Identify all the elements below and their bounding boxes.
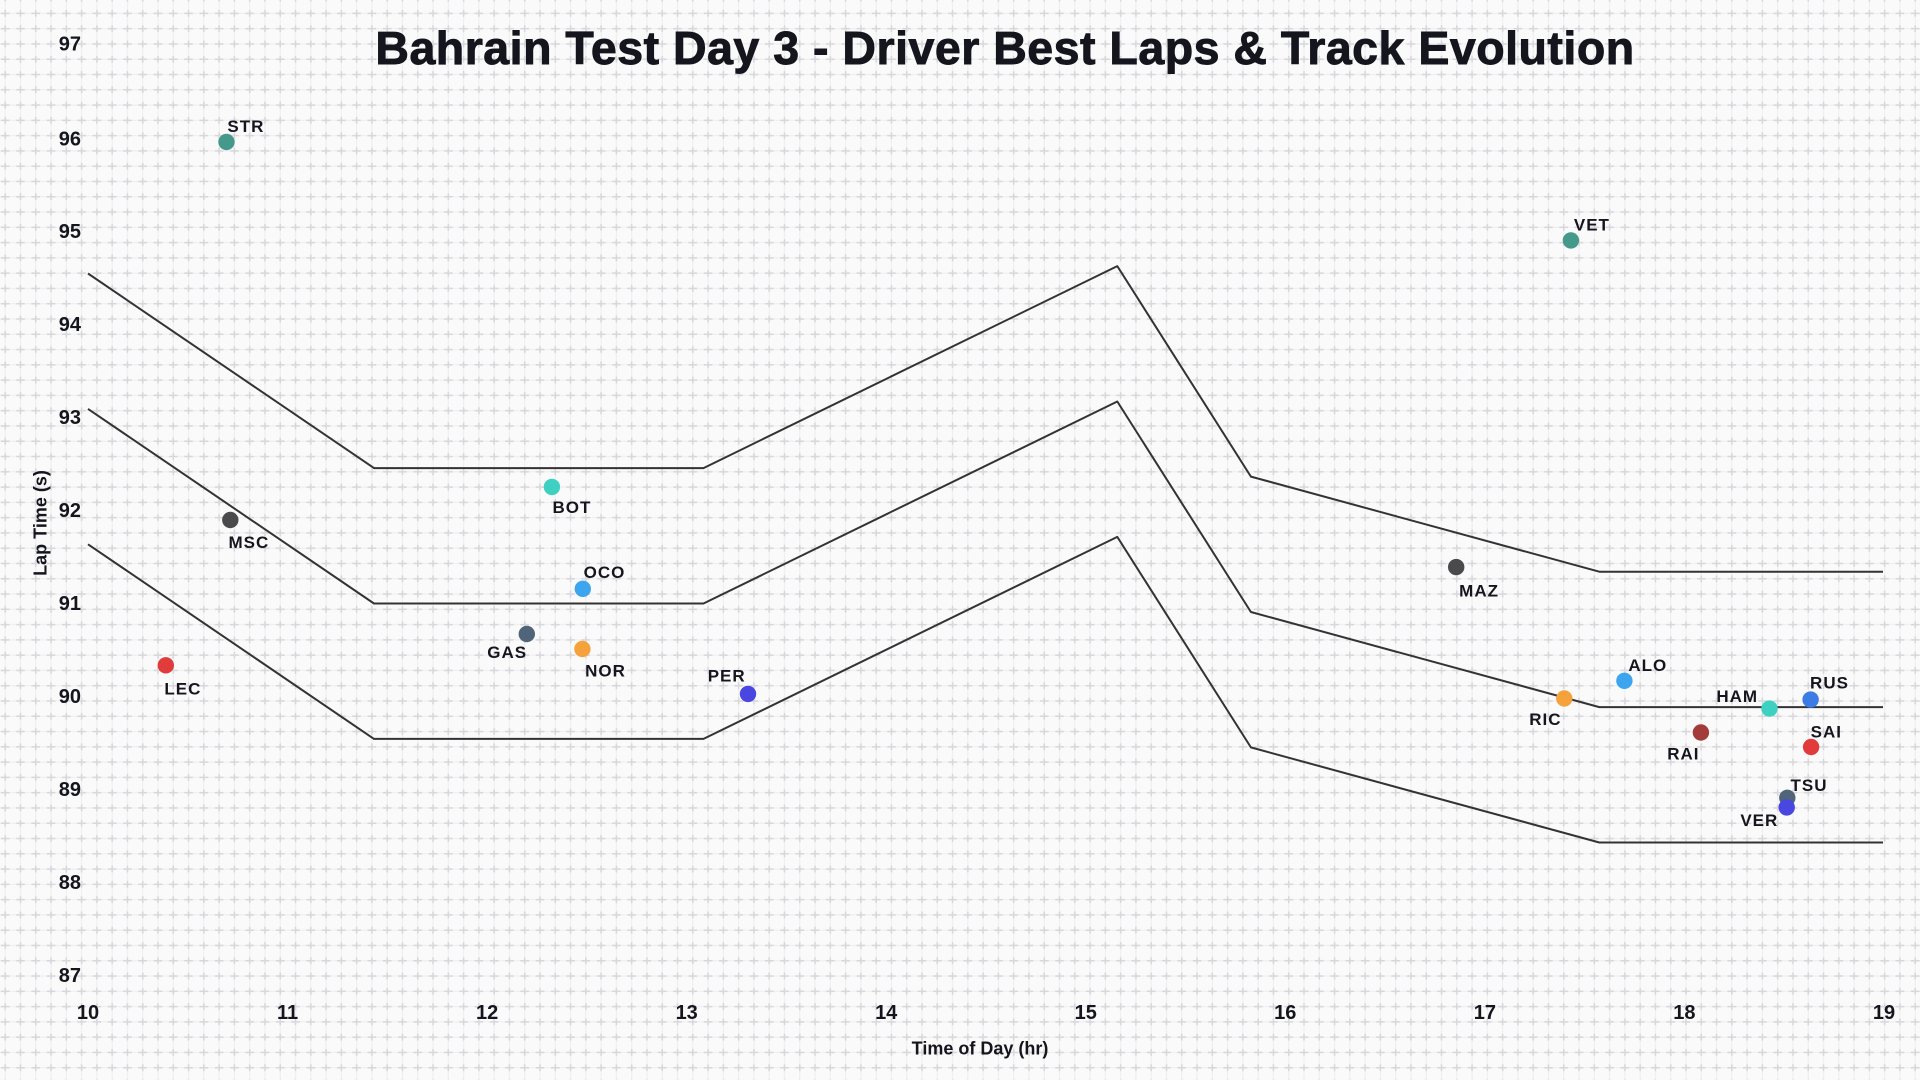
svg-text:11: 11 [277, 1002, 298, 1024]
svg-text:16: 16 [1274, 1002, 1296, 1024]
svg-text:91: 91 [59, 593, 81, 615]
svg-text:Bahrain Test Day 3 - Driver Be: Bahrain Test Day 3 - Driver Best Laps & … [375, 22, 1634, 74]
svg-text:LEC: LEC [164, 679, 201, 698]
svg-text:SAI: SAI [1811, 723, 1842, 742]
svg-text:97: 97 [59, 34, 81, 56]
svg-text:RAI: RAI [1667, 745, 1699, 764]
svg-text:87: 87 [59, 965, 81, 987]
svg-text:TSU: TSU [1791, 776, 1828, 795]
svg-text:Lap Time (s): Lap Time (s) [31, 470, 51, 576]
svg-text:10: 10 [77, 1002, 99, 1024]
svg-text:17: 17 [1474, 1002, 1496, 1024]
svg-text:VET: VET [1574, 216, 1610, 235]
svg-text:14: 14 [875, 1002, 898, 1024]
svg-text:RIC: RIC [1529, 710, 1561, 729]
svg-text:12: 12 [476, 1002, 498, 1024]
svg-text:MSC: MSC [229, 533, 270, 552]
svg-text:93: 93 [59, 407, 81, 429]
svg-text:94: 94 [59, 314, 82, 336]
svg-text:HAM: HAM [1716, 687, 1758, 706]
svg-text:GAS: GAS [487, 643, 527, 662]
svg-text:92: 92 [59, 500, 81, 522]
svg-text:88: 88 [59, 872, 81, 894]
svg-text:ALO: ALO [1628, 656, 1667, 675]
svg-text:90: 90 [59, 686, 81, 708]
svg-text:95: 95 [59, 221, 81, 243]
svg-text:VER: VER [1740, 811, 1778, 830]
svg-text:18: 18 [1673, 1002, 1695, 1024]
svg-text:Time of Day (hr): Time of Day (hr) [912, 1038, 1049, 1058]
svg-text:15: 15 [1075, 1002, 1097, 1024]
svg-text:BOT: BOT [552, 498, 591, 517]
svg-text:19: 19 [1873, 1002, 1895, 1024]
svg-text:96: 96 [59, 129, 81, 151]
svg-text:13: 13 [676, 1002, 698, 1024]
svg-text:MAZ: MAZ [1459, 582, 1499, 601]
svg-text:89: 89 [59, 779, 81, 801]
svg-text:STR: STR [227, 117, 264, 136]
svg-text:PER: PER [708, 666, 746, 685]
svg-text:NOR: NOR [585, 662, 626, 681]
svg-text:OCO: OCO [584, 563, 626, 582]
svg-text:RUS: RUS [1810, 673, 1849, 692]
